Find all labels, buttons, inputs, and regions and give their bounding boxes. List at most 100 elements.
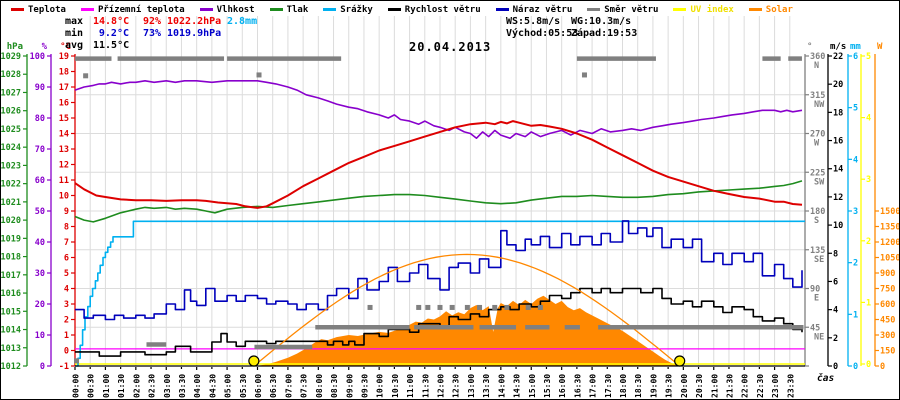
axis-title-dir: ° [807, 42, 812, 52]
svg-text:1022: 1022 [1, 180, 21, 190]
sunrise-time: Východ:05:53 [506, 28, 579, 39]
legend-item: UV index [673, 5, 734, 15]
legend-label: Přízemní teplota [97, 4, 185, 15]
stat-value: 1022.2hPa [167, 16, 222, 27]
svg-text:20: 20 [35, 300, 45, 310]
x-axis-title: čas [817, 373, 834, 384]
legend-item: Solar [748, 4, 793, 15]
svg-text:90: 90 [35, 83, 45, 93]
svg-text:-1: -1 [59, 362, 69, 372]
x-tick-label: 16:00 [558, 374, 567, 398]
legend-label: Rychlost větru [404, 4, 481, 15]
svg-text:135: 135 [810, 246, 825, 256]
legend-swatch [673, 8, 687, 11]
legend-label: Náraz větru [512, 4, 573, 15]
svg-text:13: 13 [59, 145, 69, 155]
legend-swatch [587, 8, 601, 11]
x-tick-label: 20:30 [695, 374, 704, 398]
svg-text:NE: NE [814, 332, 824, 342]
svg-text:40: 40 [35, 238, 45, 248]
svg-text:9: 9 [64, 207, 69, 217]
svg-text:1050: 1050 [880, 254, 900, 264]
x-tick-label: 23:00 [771, 374, 780, 398]
stat-value: 73% [142, 28, 161, 39]
svg-text:1028: 1028 [1, 70, 21, 80]
x-tick-label: 11:00 [406, 374, 415, 398]
svg-text:300: 300 [880, 331, 895, 341]
x-tick-label: 14:00 [497, 374, 506, 398]
svg-text:NW: NW [814, 100, 825, 110]
legend-item: Tlak [269, 5, 308, 15]
svg-text:2: 2 [64, 316, 69, 326]
svg-text:1023: 1023 [1, 161, 21, 171]
svg-text:7: 7 [64, 238, 69, 248]
svg-text:1200: 1200 [880, 238, 900, 248]
svg-text:5: 5 [853, 104, 858, 114]
svg-text:1014: 1014 [1, 326, 21, 336]
stat-value: 2.8mm [227, 16, 258, 27]
x-tick-label: 01:00 [102, 374, 111, 398]
x-tick-label: 08:00 [315, 374, 324, 398]
svg-text:SW: SW [814, 177, 825, 187]
svg-text:18: 18 [59, 68, 69, 78]
svg-text:60: 60 [35, 176, 45, 186]
stat-row-label: avg [65, 40, 84, 51]
wind-gust-max: WG:10.3m/s [571, 16, 632, 27]
legend-swatch [11, 8, 24, 11]
x-tick-label: 07:30 [300, 374, 309, 398]
svg-text:2: 2 [853, 259, 858, 269]
x-tick-label: 03:00 [163, 374, 172, 398]
x-tick-label: 06:30 [269, 374, 278, 398]
axis-title-temp: °C [60, 42, 71, 52]
svg-text:14: 14 [59, 130, 69, 140]
wind-speed-avg: WS:5.8m/s [506, 16, 561, 27]
svg-text:4: 4 [833, 306, 838, 316]
legend-swatch [80, 8, 94, 11]
svg-text:1021: 1021 [1, 198, 21, 208]
svg-text:2: 2 [833, 334, 838, 344]
stat-value: 92% [142, 16, 161, 27]
svg-text:5: 5 [64, 269, 69, 279]
x-tick-label: 05:00 [224, 374, 233, 398]
svg-text:17: 17 [59, 83, 69, 93]
legend-label: Solar [765, 4, 793, 15]
x-tick-label: 00:30 [87, 374, 96, 398]
legend-swatch [495, 8, 509, 11]
axis-title-rain: mm [850, 42, 861, 52]
stat-row-label: min [65, 28, 84, 39]
series-Srážky [75, 220, 805, 367]
legend-swatch [387, 8, 401, 11]
series-Tlak [74, 180, 803, 223]
stat-value: 11.5°C [93, 40, 130, 51]
legend-item: Rychlost větru [387, 4, 481, 15]
legend-label: Teplota [28, 4, 66, 15]
svg-text:4: 4 [853, 155, 858, 165]
svg-text:4: 4 [64, 285, 69, 295]
x-tick-label: 12:30 [452, 374, 461, 398]
svg-text:70: 70 [35, 145, 45, 155]
series [74, 80, 805, 367]
x-tick-label: 23:30 [786, 374, 795, 398]
svg-text:5: 5 [866, 52, 871, 62]
x-tick-label: 15:00 [528, 374, 537, 398]
x-tick-label: 00:00 [72, 374, 81, 398]
series-Teplota [74, 120, 803, 209]
svg-text:2: 2 [866, 237, 871, 247]
date-label: 20.04.2013 [409, 40, 492, 54]
svg-text:W: W [814, 139, 820, 149]
svg-text:1015: 1015 [1, 307, 21, 317]
axis-title-solar: W [877, 42, 883, 52]
legend: Teplota Přízemní teplota Vlhkost Tlak Srážky… [11, 3, 895, 16]
svg-text:SE: SE [814, 255, 824, 265]
x-tick-label: 09:30 [360, 374, 369, 398]
x-tick-label: 10:00 [376, 374, 385, 398]
x-tick-label: 11:30 [421, 374, 430, 398]
x-tick-label: 21:00 [710, 374, 719, 398]
x-tick-label: 20:00 [680, 374, 689, 398]
svg-text:6: 6 [853, 52, 858, 62]
svg-text:750: 750 [880, 285, 895, 295]
svg-text:18: 18 [833, 108, 843, 118]
svg-text:14: 14 [833, 165, 843, 175]
stat-value: 14.8°C [93, 16, 130, 27]
svg-text:1: 1 [853, 310, 858, 320]
